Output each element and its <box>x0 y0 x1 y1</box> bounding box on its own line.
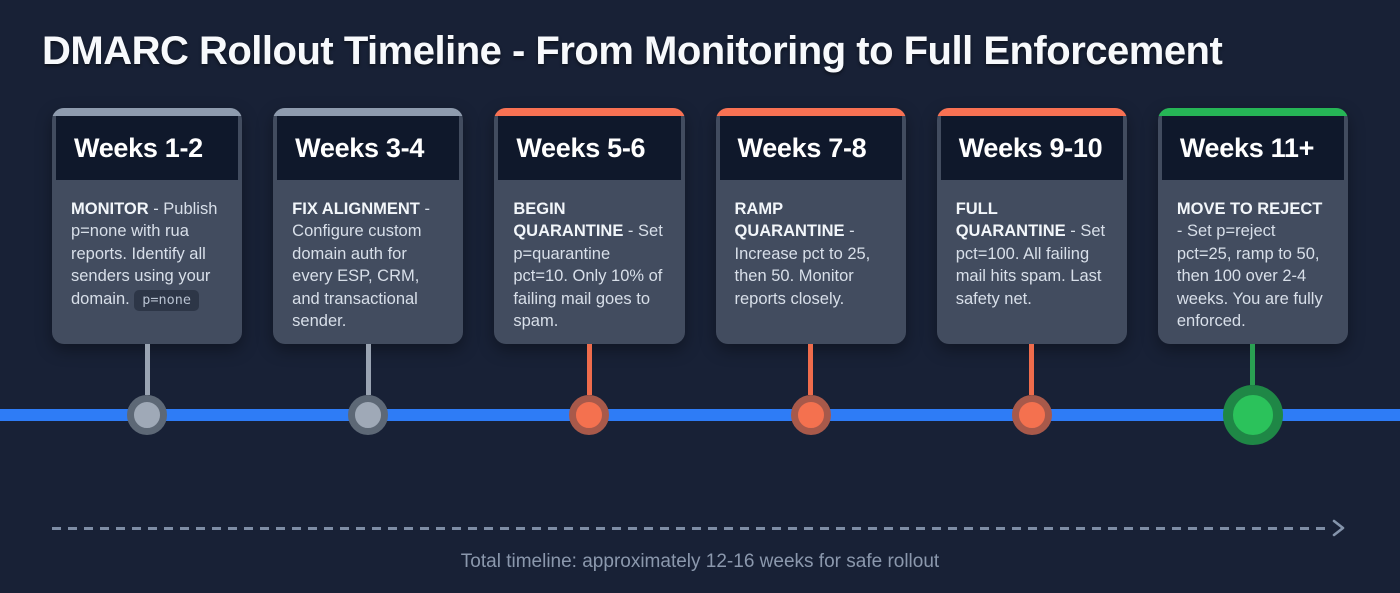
phase-card-weeks-5-6: Weeks 5-6 BEGIN QUARANTINE - Set p=quara… <box>494 108 685 344</box>
phase-body-text: - Set p=quarantine pct=10. Only 10% of f… <box>513 222 663 331</box>
phase-weeks-label: Weeks 5-6 <box>516 132 646 163</box>
timeline-marker-weeks-1-2 <box>52 344 242 478</box>
card-accent-bar <box>936 108 1127 116</box>
phase-weeks-label: Weeks 1-2 <box>74 132 203 163</box>
timeline-connector <box>1250 344 1256 385</box>
timeline-marker-weeks-7-8 <box>716 344 906 478</box>
timeline-marker-weeks-9-10 <box>937 344 1127 478</box>
timeline-marker-weeks-11-plus <box>1158 344 1348 478</box>
phase-description: FULL QUARANTINE - Set pct=100. All faili… <box>937 180 1127 310</box>
timeline-marker-weeks-5-6 <box>494 344 684 478</box>
card-header: Weeks 3-4 <box>277 116 460 180</box>
phase-body-text: - Set pct=100. All failing mail hits spa… <box>955 222 1106 308</box>
phase-lead-label: FIX ALIGNMENT <box>292 200 420 218</box>
timeline-marker-weeks-3-4 <box>273 344 463 478</box>
phase-lead-label: RAMP QUARANTINE <box>734 200 845 241</box>
page-title: DMARC Rollout Timeline - From Monitoring… <box>42 29 1223 73</box>
phase-card-weeks-9-10: Weeks 9-10 FULL QUARANTINE - Set pct=100… <box>936 108 1127 344</box>
phase-lead-label: FULL QUARANTINE <box>955 200 1066 241</box>
timeline-connector <box>808 344 814 395</box>
phase-card-weeks-1-2: Weeks 1-2 MONITOR - Publish p=none with … <box>52 108 243 344</box>
timeline <box>0 344 1400 478</box>
card-header: Weeks 9-10 <box>940 116 1123 180</box>
dashed-line <box>52 526 1330 530</box>
timeline-connector <box>586 344 592 395</box>
timeline-dot <box>790 395 831 435</box>
phase-lead-label: MOVE TO REJECT <box>1176 200 1323 218</box>
phase-cards-row: Weeks 1-2 MONITOR - Publish p=none with … <box>0 108 1400 344</box>
timeline-dot <box>348 395 389 435</box>
phase-lead-label: MONITOR <box>71 200 149 218</box>
phase-weeks-label: Weeks 11+ <box>1179 132 1315 163</box>
phase-lead-label: BEGIN QUARANTINE <box>513 200 624 241</box>
policy-badge: p=none <box>134 289 200 311</box>
card-header: Weeks 11+ <box>1161 116 1345 180</box>
phase-description: MOVE TO REJECT - Set p=reject pct=25, ra… <box>1158 180 1348 332</box>
timeline-connector <box>365 344 371 395</box>
card-header: Weeks 7-8 <box>719 116 902 180</box>
card-accent-bar <box>52 108 243 116</box>
phase-description: RAMP QUARANTINE - Increase pct to 25, th… <box>716 180 906 310</box>
phase-description: BEGIN QUARANTINE - Set p=quarantine pct=… <box>494 180 684 332</box>
card-accent-bar <box>715 108 906 116</box>
card-header: Weeks 5-6 <box>498 116 681 180</box>
phase-card-weeks-3-4: Weeks 3-4 FIX ALIGNMENT - Configure cust… <box>273 108 464 344</box>
phase-body-text: - Set p=reject pct=25, ramp to 50, then … <box>1176 222 1323 331</box>
phase-description: FIX ALIGNMENT - Configure custom domain … <box>273 180 463 332</box>
footer-note: Total timeline: approximately 12-16 week… <box>460 551 940 572</box>
phase-weeks-label: Weeks 9-10 <box>958 132 1103 163</box>
timeline-connector <box>1029 344 1035 395</box>
timeline-connector <box>144 344 150 395</box>
timeline-dot <box>569 395 610 435</box>
card-accent-bar <box>494 108 685 116</box>
arrow-head-icon <box>1332 519 1345 537</box>
phase-body-text: - Increase pct to 25, then 50. Monitor r… <box>734 222 871 308</box>
phase-body-text: - Publish p=none with rua reports. Ident… <box>71 200 218 308</box>
phase-card-weeks-7-8: Weeks 7-8 RAMP QUARANTINE - Increase pct… <box>715 108 906 344</box>
timeline-dot <box>1011 395 1052 435</box>
card-accent-bar <box>273 108 464 116</box>
timeline-dot <box>1222 385 1283 445</box>
phase-weeks-label: Weeks 3-4 <box>295 132 425 163</box>
phase-body-text: - Configure custom domain auth for every… <box>292 200 430 331</box>
timeline-dot <box>127 395 168 435</box>
card-header: Weeks 1-2 <box>56 116 239 180</box>
phase-card-weeks-11-plus: Weeks 11+ MOVE TO REJECT - Set p=reject … <box>1157 108 1349 344</box>
duration-arrow <box>52 518 1348 538</box>
card-accent-bar <box>1157 108 1349 116</box>
phase-description: MONITOR - Publish p=none with rua report… <box>52 180 242 311</box>
phase-weeks-label: Weeks 7-8 <box>737 132 867 163</box>
